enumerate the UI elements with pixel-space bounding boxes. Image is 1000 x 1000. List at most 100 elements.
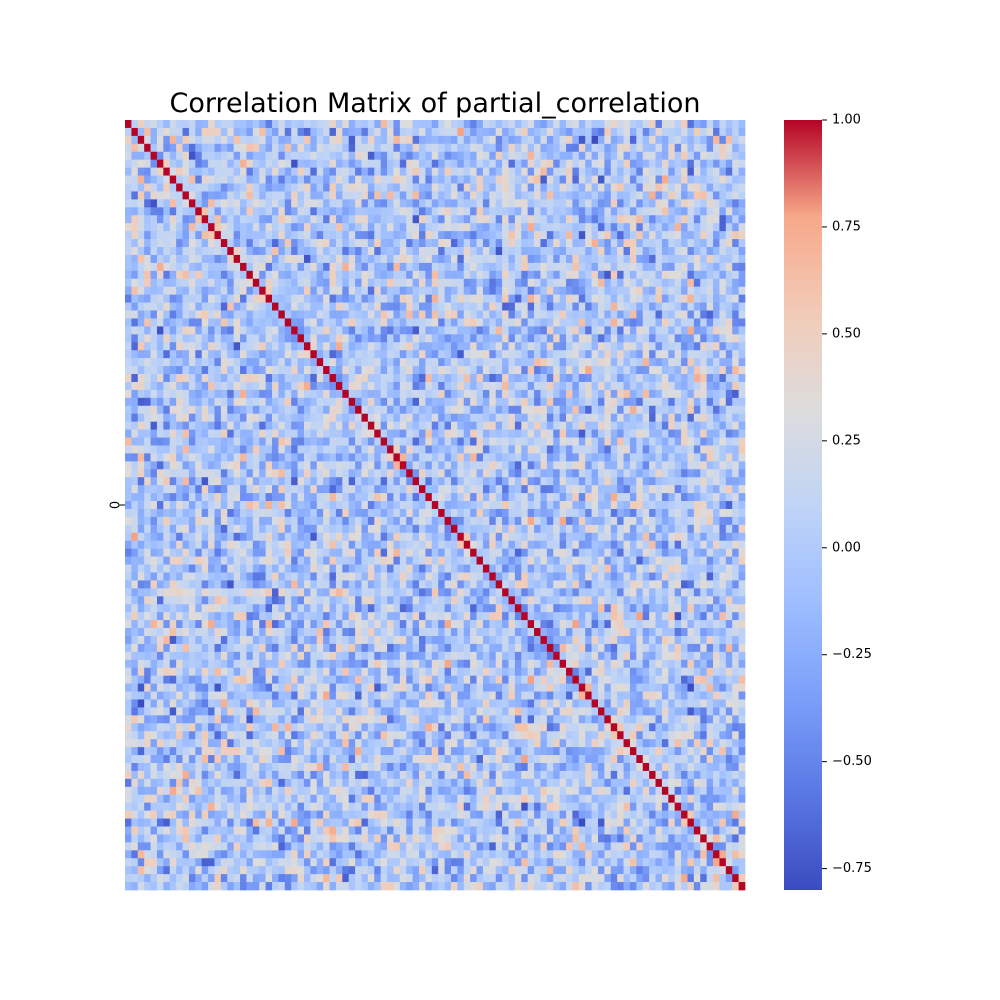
heatmap-cell [457, 135, 465, 145]
heatmap-cell [623, 278, 631, 288]
heatmap-cell [348, 405, 356, 415]
heatmap-cell [489, 381, 497, 391]
heatmap-cell [476, 445, 484, 454]
heatmap-cell [188, 437, 196, 446]
heatmap-cell [713, 151, 720, 161]
heatmap-cell [444, 239, 452, 248]
heatmap-cell [578, 421, 586, 430]
heatmap-cell [131, 501, 139, 510]
heatmap-cell [297, 215, 305, 224]
heatmap-cell [617, 501, 624, 510]
heatmap-cell [489, 421, 497, 430]
heatmap-cell [387, 262, 394, 272]
heatmap-cell [738, 469, 746, 478]
heatmap-cell [233, 247, 241, 256]
heatmap-cell [399, 342, 407, 351]
heatmap-cell [687, 135, 695, 145]
heatmap-cell [514, 207, 522, 216]
heatmap-cell [521, 151, 529, 161]
heatmap-cell [361, 143, 369, 153]
heatmap-cell [323, 501, 330, 510]
heatmap-cell [169, 175, 177, 184]
heatmap-cell [655, 302, 663, 311]
heatmap-cell [610, 397, 618, 407]
heatmap-cell [163, 358, 171, 367]
heatmap-cell [361, 469, 369, 478]
heatmap-cell [246, 278, 254, 288]
heatmap-cell [399, 262, 407, 272]
heatmap-cell [597, 183, 605, 192]
heatmap-cell [623, 334, 631, 343]
heatmap-cell [233, 397, 241, 407]
heatmap-cell [578, 239, 586, 248]
heatmap-cell [668, 270, 676, 280]
heatmap-cell [540, 342, 548, 351]
heatmap-cell [687, 310, 695, 319]
heatmap-cell [399, 191, 407, 200]
heatmap-cell [482, 381, 490, 391]
heatmap-cell [259, 477, 266, 486]
heatmap-cell [182, 302, 190, 311]
heatmap-cell [348, 501, 356, 510]
heatmap-cell [176, 429, 183, 438]
heatmap-cell [220, 366, 228, 375]
heatmap-cell [514, 389, 522, 399]
heatmap-cell [508, 358, 516, 367]
heatmap-cell [655, 151, 663, 161]
heatmap-cell [502, 278, 509, 288]
heatmap-cell [348, 254, 356, 264]
heatmap-cell [252, 421, 260, 430]
heatmap-cell [700, 270, 707, 280]
heatmap-cell [534, 207, 541, 216]
heatmap-cell [636, 223, 644, 232]
heatmap-cell [214, 358, 222, 367]
heatmap-cell [546, 429, 554, 438]
heatmap-cell [534, 381, 541, 391]
heatmap-cell [419, 405, 426, 415]
heatmap-cell [629, 183, 637, 192]
heatmap-cell [131, 231, 139, 240]
heatmap-cell [169, 413, 177, 422]
heatmap-cell [310, 120, 318, 129]
heatmap-cell [482, 358, 490, 367]
heatmap-cell [457, 127, 465, 137]
heatmap-cell [495, 358, 503, 367]
heatmap-cell [572, 143, 580, 153]
heatmap-cell [521, 247, 529, 256]
heatmap-cell [476, 215, 484, 224]
heatmap-cell [514, 381, 522, 391]
heatmap-cell [681, 183, 688, 192]
heatmap-cell [585, 342, 592, 351]
heatmap-cell [566, 350, 573, 359]
heatmap-cell [463, 120, 471, 129]
heatmap-cell [668, 318, 676, 327]
heatmap-cell [188, 524, 196, 534]
heatmap-cell [399, 183, 407, 192]
heatmap-cell [604, 437, 612, 446]
heatmap-cell [323, 231, 330, 240]
heatmap-cell [572, 199, 580, 208]
heatmap-cell [425, 215, 433, 224]
heatmap-cell [387, 405, 394, 415]
heatmap-cell [495, 191, 503, 200]
heatmap-cell [227, 461, 235, 470]
heatmap-cell [208, 501, 215, 510]
heatmap-cell [604, 374, 612, 383]
heatmap-cell [553, 215, 560, 224]
heatmap-cell [259, 151, 266, 161]
heatmap-cell [444, 342, 452, 351]
heatmap-cell [367, 485, 375, 494]
heatmap-cell [163, 461, 171, 470]
heatmap-cell [316, 421, 324, 430]
heatmap-cell [156, 231, 164, 240]
heatmap-cell [713, 469, 720, 478]
heatmap-cell [406, 342, 413, 351]
heatmap-cell [463, 381, 471, 391]
heatmap-cell [393, 389, 401, 399]
heatmap-cell [220, 207, 228, 216]
heatmap-cell [617, 516, 624, 526]
heatmap-cell [233, 175, 241, 184]
heatmap-cell [546, 231, 554, 240]
heatmap-cell [719, 421, 727, 430]
heatmap-cell [278, 310, 286, 319]
